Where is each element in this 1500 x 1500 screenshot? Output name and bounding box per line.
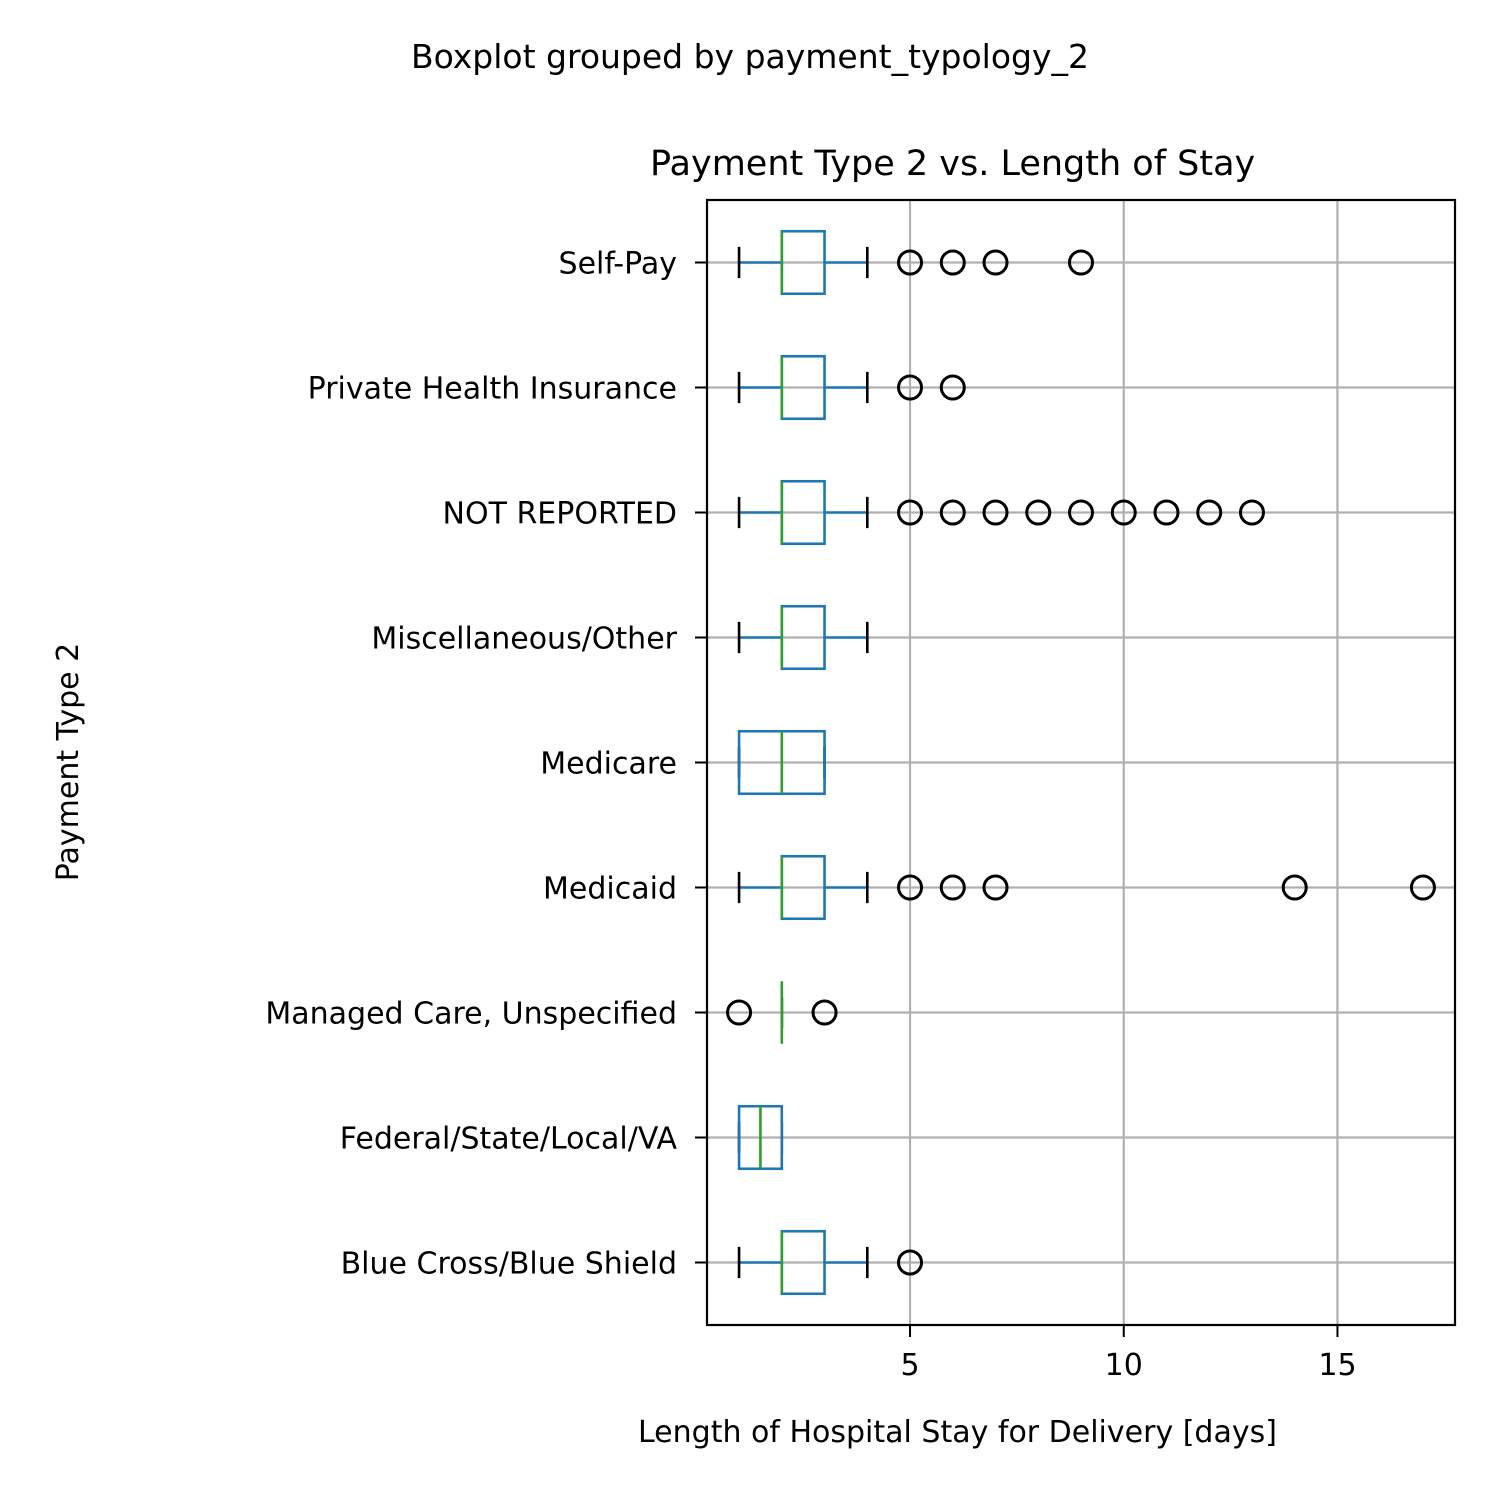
flier-point — [982, 874, 1009, 901]
flier-point — [939, 874, 966, 901]
boxes — [726, 229, 1436, 1296]
flier-point — [982, 499, 1009, 526]
y-tick-label: Managed Care, Unspecified — [265, 997, 677, 1032]
y-tick-label: Medicaid — [543, 872, 677, 907]
y-tick-label: Federal/State/Local/VA — [340, 1122, 678, 1157]
y-tick-label: NOT REPORTED — [443, 497, 677, 532]
box-group — [737, 1229, 924, 1296]
flier-point — [1281, 874, 1308, 901]
x-axis-label: Length of Hospital Stay for Delivery [da… — [638, 1415, 1277, 1450]
flier-point — [1025, 499, 1052, 526]
flier-point — [1068, 499, 1094, 526]
axis-ticks: 5 10 15 Blue Cross/Blue Shield Federal/State… — [265, 247, 1356, 1384]
flier-point — [897, 249, 924, 276]
x-tick-label: 10 — [1105, 1348, 1143, 1383]
flier-point — [897, 874, 924, 901]
chart-suptitle: Boxplot grouped by payment_typology_2 — [411, 37, 1089, 76]
y-tick-label: Self-Pay — [559, 247, 677, 282]
flier-point — [1068, 249, 1094, 276]
flier-point — [939, 249, 966, 276]
flier-point — [726, 999, 753, 1026]
flier-point — [811, 999, 838, 1026]
grid-lines — [707, 200, 1455, 1325]
y-tick-label: Private Health Insurance — [308, 372, 677, 407]
box-group — [737, 479, 1265, 546]
y-tick-label: Medicare — [540, 747, 677, 782]
box-group — [737, 229, 1094, 296]
y-tick-label: Blue Cross/Blue Shield — [341, 1247, 677, 1282]
box-group — [726, 981, 838, 1044]
plot-frame — [705, 198, 1457, 1327]
box-group — [737, 729, 826, 796]
x-tick-label: 15 — [1318, 1348, 1356, 1383]
flier-point — [897, 1249, 924, 1276]
flier-point — [939, 374, 966, 401]
flier-point — [1238, 499, 1265, 526]
y-axis-label: Payment Type 2 — [51, 643, 86, 881]
box-group — [737, 354, 966, 421]
flier-point — [897, 499, 924, 526]
flier-point — [1196, 499, 1223, 526]
y-tick-label: Miscellaneous/Other — [371, 622, 677, 657]
box-group — [737, 604, 869, 671]
flier-point — [939, 499, 966, 526]
box-group — [737, 1104, 784, 1171]
flier-point — [1409, 874, 1436, 901]
x-tick-label: 5 — [900, 1348, 919, 1383]
flier-point — [1153, 499, 1180, 526]
chart-title: Payment Type 2 vs. Length of Stay — [650, 144, 1255, 184]
box-group — [737, 854, 1436, 921]
flier-point — [897, 374, 924, 401]
flier-point — [982, 249, 1009, 276]
flier-point — [1110, 499, 1137, 526]
